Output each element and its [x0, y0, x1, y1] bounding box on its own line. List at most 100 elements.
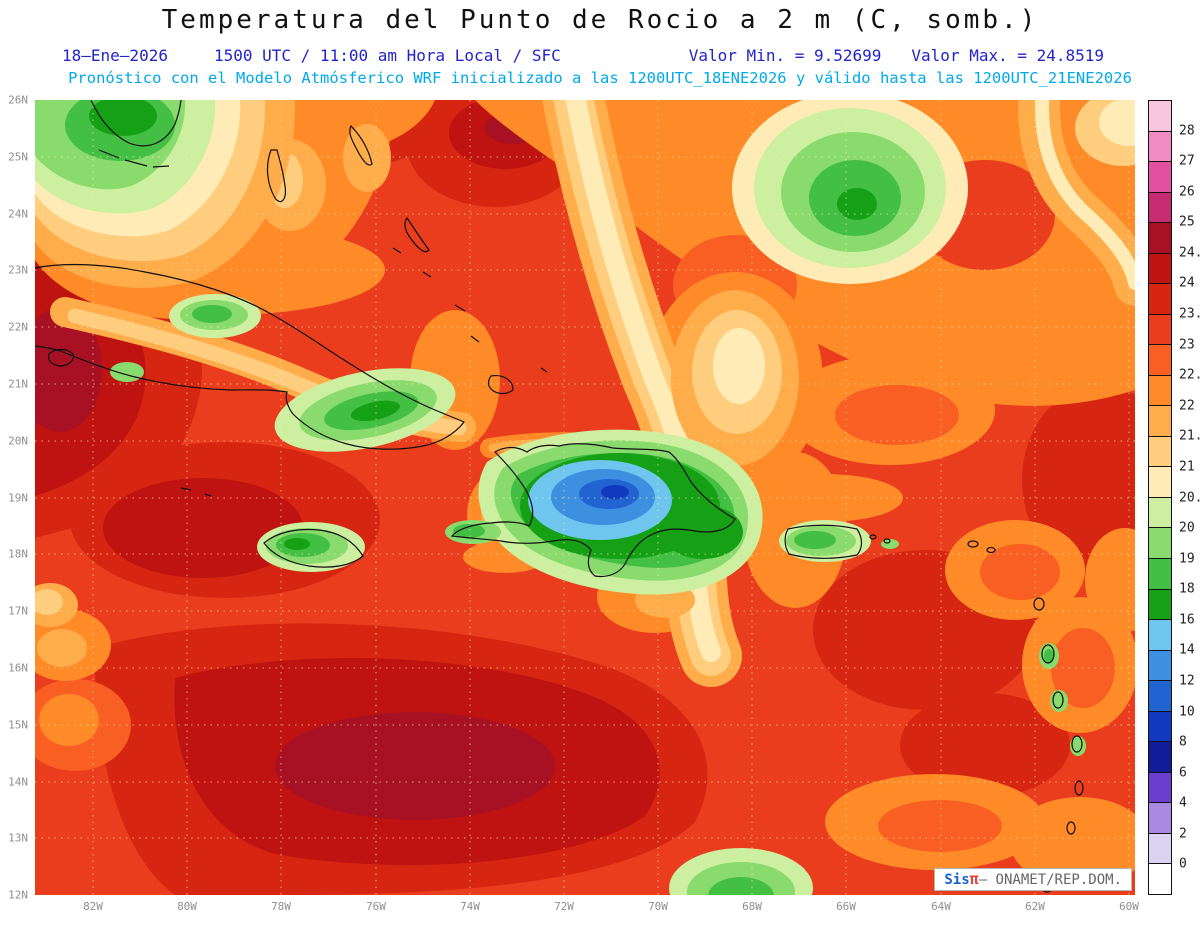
colorbar-segment	[1149, 436, 1171, 468]
coastline-isla-juventud	[47, 348, 74, 367]
colorbar-segment	[1149, 589, 1171, 621]
max-value-label: Valor Max. = 24.8519	[911, 46, 1105, 65]
coastline-puerto-rico	[784, 524, 863, 559]
coastline-bahamas	[266, 124, 548, 395]
colorbar-label: 8	[1179, 734, 1187, 750]
colorbar-label: 6	[1179, 765, 1187, 781]
lon-label: 62W	[1025, 900, 1045, 913]
colorbar-label: 2	[1179, 826, 1187, 842]
lat-label: 20N	[8, 434, 28, 448]
lat-label: 17N	[8, 604, 28, 618]
coastline-jamaica	[263, 528, 364, 568]
watermark-text: — ONAMET/REP.DOM.	[978, 872, 1122, 888]
colorbar-segment	[1149, 223, 1171, 254]
colorbar-label: 24.5	[1179, 245, 1200, 261]
lon-label: 76W	[366, 900, 386, 913]
colorbar-label: 18	[1179, 581, 1195, 597]
coastline-cayman	[180, 487, 212, 497]
lat-label: 22N	[8, 320, 28, 334]
colorbar-segment	[1149, 803, 1171, 834]
colorbar-segment	[1149, 681, 1171, 712]
lat-label: 26N	[8, 93, 28, 107]
colorbar-label: 12	[1179, 673, 1195, 689]
colorbar-segment	[1149, 711, 1171, 743]
colorbar-segment	[1149, 253, 1171, 285]
graticule	[35, 100, 1135, 895]
watermark-brand: Sis	[944, 872, 970, 888]
colorbar-segment	[1149, 772, 1171, 804]
watermark: Sisπ— ONAMET/REP.DOM.	[934, 868, 1132, 891]
colorbar-segment	[1149, 131, 1171, 163]
pi-symbol: π	[969, 870, 979, 888]
lat-label: 16N	[8, 661, 28, 675]
colorbar-segment	[1149, 864, 1171, 894]
lon-label: 68W	[742, 900, 762, 913]
colorbar-segment	[1149, 558, 1171, 590]
lat-label: 15N	[8, 718, 28, 732]
colorbar-label: 28	[1179, 123, 1195, 139]
colorbar-labels: 28 27 26 25 24.5 24 23.5 23 22.5 22 21.5…	[1179, 100, 1200, 895]
colorbar-segment	[1149, 284, 1171, 315]
colorbar-label: 14	[1179, 642, 1195, 658]
coastline-hispaniola	[450, 443, 736, 578]
colorbar-label: 26	[1179, 184, 1195, 200]
colorbar-label: 4	[1179, 795, 1187, 811]
lat-label: 13N	[8, 831, 28, 845]
colorbar-segment	[1149, 833, 1171, 865]
colorbar-label: 23.5	[1179, 306, 1200, 322]
colorbar-label: 16	[1179, 612, 1195, 628]
coastline-florida	[90, 100, 182, 147]
contour-map	[35, 100, 1135, 895]
lon-label: 80W	[177, 900, 197, 913]
colorbar-label: 19	[1179, 551, 1195, 567]
lon-label: 64W	[931, 900, 951, 913]
colorbar-label: 0	[1179, 856, 1187, 872]
colorbar-label: 23	[1179, 337, 1195, 353]
colorbar-label: 22	[1179, 398, 1195, 414]
colorbar-label: 27	[1179, 153, 1195, 169]
lon-label: 60W	[1119, 900, 1139, 913]
lat-label: 24N	[8, 207, 28, 221]
lon-label: 74W	[460, 900, 480, 913]
lat-label: 18N	[8, 547, 28, 561]
contour-fill-layer	[35, 100, 1135, 895]
valid-time-label: 1500 UTC / 11:00 am Hora Local / SFC	[213, 46, 561, 65]
lat-label: 21N	[8, 377, 28, 391]
forecast-line: Pronóstico con el Modelo Atmósferico WRF…	[68, 69, 1132, 87]
lon-label: 66W	[836, 900, 856, 913]
latitude-axis: 26N 25N 24N 23N 22N 21N 20N 19N 18N 17N …	[1, 94, 31, 902]
page-title: Temperatura del Punto de Rocio a 2 m (C,…	[161, 5, 1039, 35]
coastline-layer	[35, 100, 1084, 893]
colorbar-label: 22.5	[1179, 367, 1200, 383]
lon-label: 72W	[554, 900, 574, 913]
lon-label: 70W	[648, 900, 668, 913]
coastline-florida-keys	[98, 149, 170, 168]
longitude-axis: 82W 80W 78W 76W 74W 72W 70W 68W 66W 64W …	[35, 895, 1139, 915]
colorbar-segment	[1149, 497, 1171, 529]
colorbar-segment	[1149, 314, 1171, 346]
colorbar-segment	[1149, 528, 1171, 559]
lon-label: 78W	[271, 900, 291, 913]
puerto-rico-green	[779, 520, 871, 562]
valid-line: 18—Ene—2026 1500 UTC / 11:00 am Hora Loca…	[62, 46, 1104, 65]
colorbar-label: 21	[1179, 459, 1195, 475]
colorbar-segment	[1149, 162, 1171, 193]
min-value-label: Valor Min. = 9.52699	[688, 46, 882, 65]
coastline-cuba	[35, 263, 465, 450]
hispaniola-blue-core	[528, 460, 672, 540]
atlantic-green-patch	[732, 100, 968, 284]
lat-label: 19N	[8, 491, 28, 505]
colorbar-segment	[1149, 406, 1171, 437]
colorbar-label: 21.5	[1179, 428, 1200, 444]
colorbar-segment	[1149, 650, 1171, 682]
colorbar-segment	[1149, 467, 1171, 498]
colorbar-segment	[1149, 345, 1171, 376]
map-plot: 26N 25N 24N 23N 22N 21N 20N 19N 18N 17N …	[8, 94, 1139, 914]
lat-label: 25N	[8, 150, 28, 164]
lat-label: 14N	[8, 775, 28, 789]
lon-label: 82W	[83, 900, 103, 913]
colorbar-label: 24	[1179, 275, 1195, 291]
colorbar-label: 20.5	[1179, 490, 1200, 505]
colorbar-segment	[1149, 101, 1171, 132]
